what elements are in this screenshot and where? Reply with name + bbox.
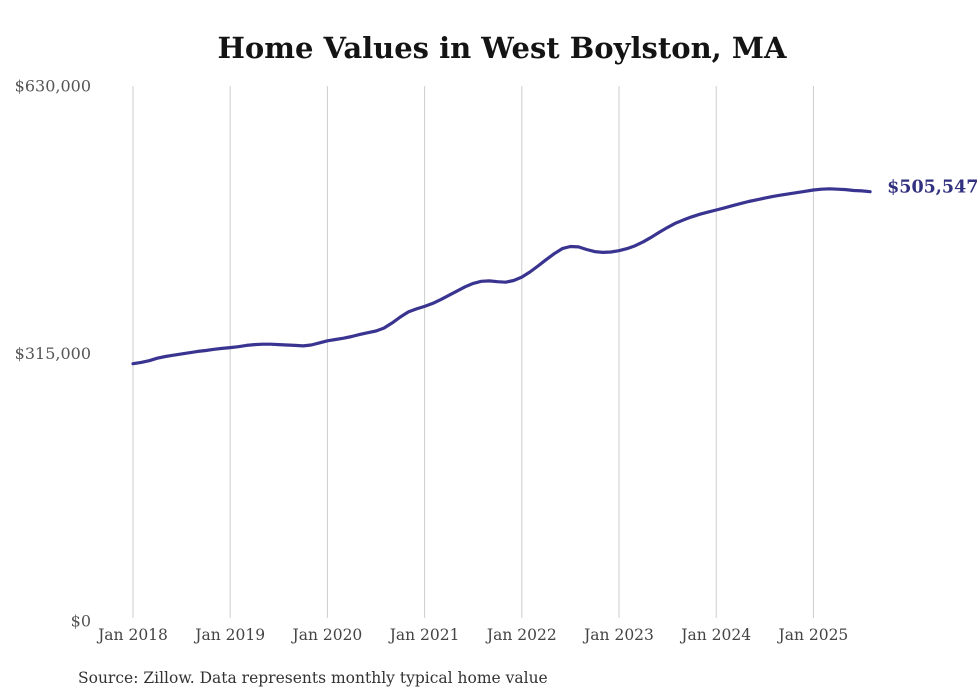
y-axis-labels: $630,000 $315,000 $0 [15,77,91,631]
x-axis-labels: Jan 2018 Jan 2019 Jan 2020 Jan 2021 Jan 2022… [96,626,848,644]
x-tick-label: Jan 2022 [485,626,557,644]
x-tick-label: Jan 2018 [96,626,168,644]
x-tick-label: Jan 2020 [290,626,362,644]
x-tick-label: Jan 2023 [582,626,654,644]
y-tick-label: $0 [71,612,91,631]
chart-title: Home Values in West Boylston, MA [218,31,787,65]
end-value-label: $505,547 [887,178,978,198]
source-note: Source: Zillow. Data represents monthly … [78,669,548,687]
x-tick-label: Jan 2025 [776,626,848,644]
x-tick-label: Jan 2021 [388,626,460,644]
year-gridlines [132,86,814,618]
y-tick-label: $630,000 [15,77,91,96]
home-value-series-line [131,187,872,366]
y-tick-label: $315,000 [15,344,91,363]
x-tick-label: Jan 2024 [679,626,751,644]
x-tick-label: Jan 2019 [193,626,265,644]
